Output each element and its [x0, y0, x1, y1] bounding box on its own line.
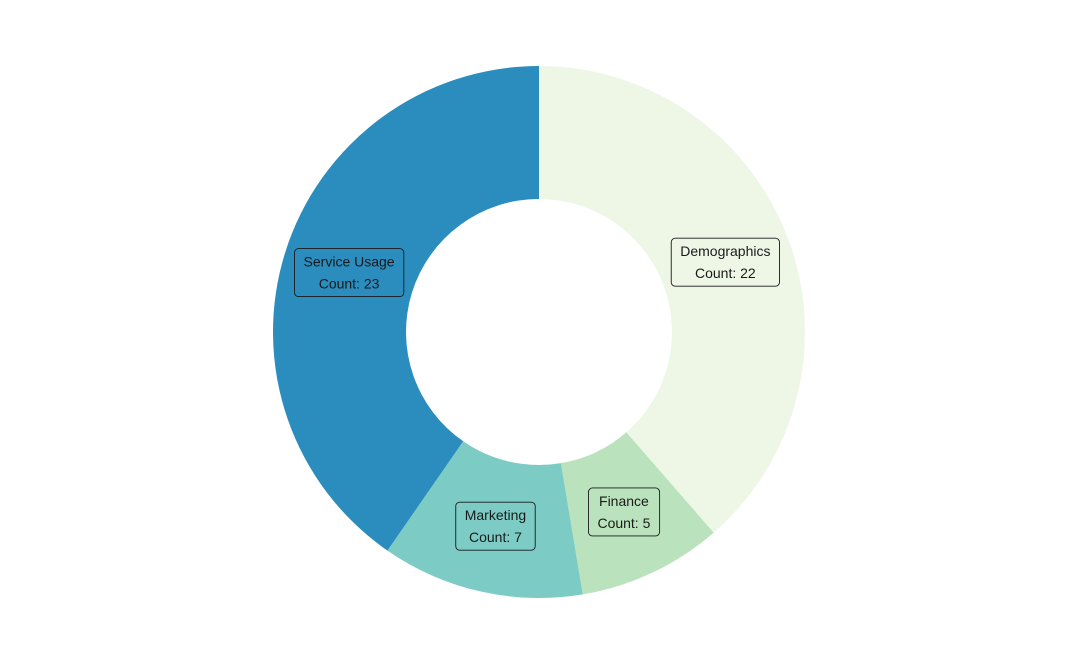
slice-name-label: Marketing: [465, 507, 526, 523]
label-box: [455, 501, 536, 551]
label-box: [294, 248, 405, 298]
slice-label-service-usage: Service Usage Count: 23: [294, 248, 405, 298]
slice-count-label: Count: 23: [319, 276, 380, 292]
slice-service-usage: [273, 66, 539, 551]
label-box: [588, 487, 661, 537]
slice-demographics: [539, 66, 805, 533]
slice-name-label: Demographics: [680, 243, 770, 259]
slice-name-label: Service Usage: [304, 254, 395, 270]
slice-label-finance: Finance Count: 5: [588, 487, 661, 537]
slice-label-marketing: Marketing Count: 7: [455, 501, 536, 551]
slice-finance: [560, 432, 714, 595]
slice-count-label: Count: 22: [695, 265, 756, 281]
label-box: [670, 237, 780, 287]
slice-count-label: Count: 7: [469, 529, 522, 545]
donut-slices: [273, 66, 805, 599]
slice-count-label: Count: 5: [597, 515, 650, 531]
slice-marketing: [387, 441, 583, 599]
slice-name-label: Finance: [599, 493, 649, 509]
slice-label-demographics: Demographics Count: 22: [670, 237, 780, 287]
donut-labels: Demographics Count: 22 Finance Count: 5 Mark…: [294, 237, 780, 551]
